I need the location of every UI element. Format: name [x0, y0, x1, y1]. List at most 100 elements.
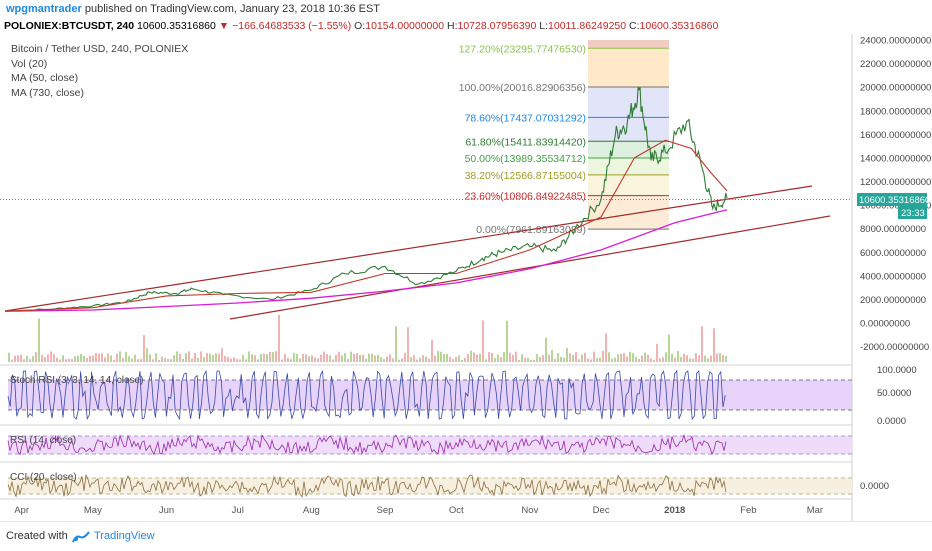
- volume-bar: [311, 355, 313, 362]
- volume-bar: [302, 353, 304, 362]
- volume-bar: [320, 354, 322, 362]
- volume-bar: [581, 354, 583, 362]
- tradingview-brand-link[interactable]: TradingView: [72, 522, 155, 551]
- volume-bar: [374, 355, 376, 362]
- volume-bar: [80, 353, 82, 362]
- volume-bar: [548, 354, 550, 362]
- volume-bar: [356, 353, 358, 362]
- volume-bar: [560, 356, 562, 362]
- volume-bar: [644, 352, 646, 362]
- volume-bar: [437, 351, 439, 362]
- volume-bar: [452, 359, 454, 362]
- volume-bar: [44, 357, 46, 362]
- quote-bar: POLONIEX:BTCUSDT, 240 10600.35316860 ▼ −…: [0, 18, 932, 34]
- volume-bar: [425, 356, 427, 362]
- volume-bar: [281, 359, 283, 362]
- rsi-label: RSI (14, close): [10, 435, 76, 446]
- volume-bar: [176, 351, 178, 362]
- volume-bar: [515, 351, 517, 362]
- volume-bar: [524, 357, 526, 362]
- fib-zone: [588, 158, 669, 175]
- low-key: L:: [539, 20, 549, 32]
- volume-bar: [620, 354, 622, 362]
- low-value: 10011.86249250: [548, 20, 627, 32]
- fib-zone: [588, 141, 669, 159]
- volume-bar: [512, 354, 514, 362]
- legend-vol[interactable]: Vol (20): [11, 57, 48, 70]
- volume-bar: [629, 351, 631, 362]
- price-badge-value: 10600.35316860: [859, 195, 930, 206]
- volume-bar: [572, 354, 574, 362]
- volume-bar: [395, 326, 397, 362]
- fib-levels: 127.20%(23295.77476530) 100.00%(20016.829…: [459, 43, 669, 236]
- volume-bar: [26, 355, 28, 362]
- volume-bar: [527, 358, 529, 362]
- publish-header: wpgmantrader published on TradingView.co…: [0, 0, 932, 19]
- volume-bar: [416, 359, 418, 362]
- volume-bar: [386, 356, 388, 362]
- legend-ma50[interactable]: MA (50, close): [11, 72, 79, 84]
- volume-bar: [35, 352, 37, 362]
- volume-bar: [407, 327, 409, 362]
- volume-bar: [650, 358, 652, 362]
- channel-upper-line[interactable]: [4, 185, 813, 312]
- volume-bar: [167, 358, 169, 362]
- volume-bar: [263, 353, 265, 362]
- volume-bar: [110, 355, 112, 362]
- volume-bar: [227, 356, 229, 362]
- timer-badge-value: 23:33: [901, 208, 925, 219]
- volume-bar: [272, 352, 274, 362]
- time-tick-label: May: [84, 505, 102, 516]
- volume-bar: [200, 351, 202, 362]
- volume-bar: [542, 355, 544, 362]
- fib-level-label: 100.00%(20016.82906356): [459, 82, 586, 94]
- volume-bar: [506, 320, 508, 362]
- volume-bar: [698, 355, 700, 362]
- volume-bar: [428, 358, 430, 362]
- volume-bar: [332, 359, 334, 362]
- volume-bar: [599, 357, 601, 362]
- cci-line: [7, 473, 727, 498]
- volume-bar: [326, 354, 328, 362]
- fib-level-label: 50.00%(13989.35534712): [465, 153, 586, 165]
- price-tick-label: -2000.00000000: [860, 342, 929, 353]
- volume-bar: [194, 352, 196, 362]
- fib-zone: [588, 117, 669, 142]
- volume-bar: [653, 359, 655, 362]
- fib-level-label: 23.60%(10806.84922485): [465, 191, 586, 203]
- time-tick-label: Feb: [740, 505, 756, 516]
- tradingview-logo-icon: [72, 530, 90, 542]
- price-tick-label: 0.00000000: [860, 319, 910, 330]
- volume-bar: [179, 354, 181, 362]
- time-tick-label: 2018: [664, 505, 685, 516]
- volume-bar: [107, 353, 109, 362]
- volume-bar: [221, 348, 223, 362]
- volume-bar: [161, 356, 163, 362]
- cci-label: CCI (20, close): [10, 472, 77, 483]
- legend-ma730[interactable]: MA (730, close): [11, 86, 84, 99]
- volume-bar: [83, 355, 85, 362]
- close-value: 10600.35316860: [639, 20, 719, 32]
- volume-bar: [284, 354, 286, 362]
- volume-bar: [98, 353, 100, 362]
- volume-bar: [479, 353, 481, 362]
- chart-canvas[interactable]: 127.20%(23295.77476530) 100.00%(20016.829…: [0, 34, 932, 521]
- volume-bar: [419, 357, 421, 362]
- legend-title: Bitcoin / Tether USD, 240, POLONIEX: [11, 43, 189, 55]
- volume-bar: [605, 333, 607, 362]
- volume-bar: [488, 352, 490, 362]
- volume-bar: [353, 353, 355, 362]
- channel-lower-line[interactable]: [229, 215, 831, 320]
- author-link[interactable]: wpgmantrader: [6, 3, 82, 15]
- volume-bar: [722, 355, 724, 362]
- volume-bar: [134, 354, 136, 362]
- price-axis[interactable]: [852, 34, 932, 521]
- volume-bar: [242, 354, 244, 362]
- fib-level-label: 38.20%(12566.87155004): [465, 170, 586, 182]
- volume-bar: [299, 358, 301, 362]
- volume-bar: [518, 359, 520, 362]
- volume-bar: [137, 359, 139, 362]
- volume-bar: [359, 354, 361, 362]
- price-badge: [857, 193, 927, 206]
- volume-bar: [470, 350, 472, 362]
